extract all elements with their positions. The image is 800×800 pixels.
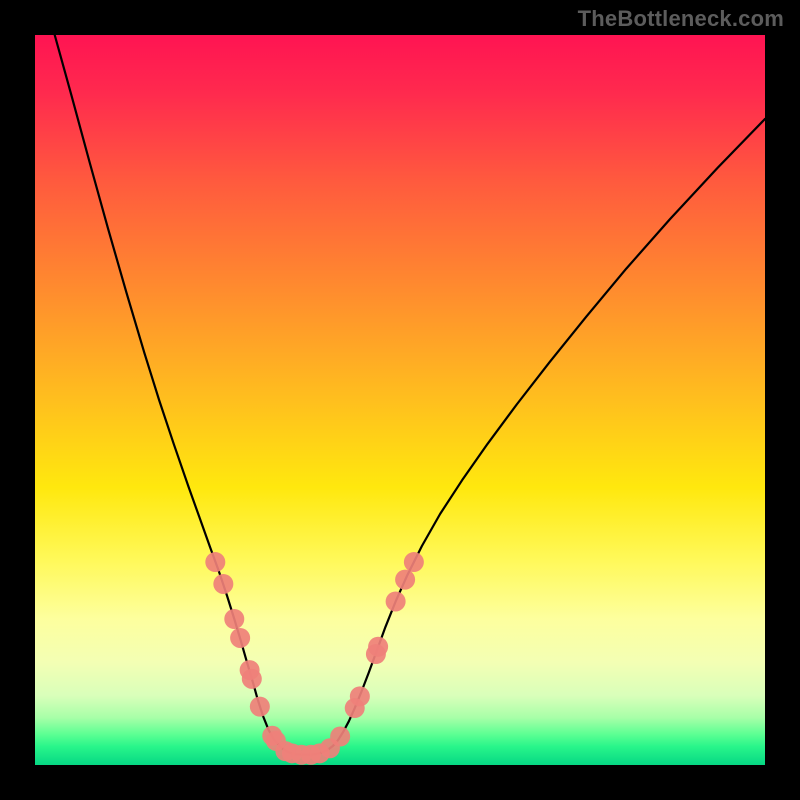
data-marker <box>230 628 250 648</box>
data-marker <box>205 552 225 572</box>
data-marker <box>224 609 244 629</box>
bottleneck-chart <box>35 35 765 765</box>
data-marker <box>350 686 370 706</box>
data-marker <box>330 727 350 747</box>
data-marker <box>213 574 233 594</box>
data-marker <box>242 669 262 689</box>
data-marker <box>395 570 415 590</box>
data-marker <box>250 697 270 717</box>
plot-area <box>35 35 765 765</box>
gradient-background <box>35 35 765 765</box>
chart-frame: TheBottleneck.com <box>0 0 800 800</box>
data-marker <box>386 591 406 611</box>
data-marker <box>404 552 424 572</box>
watermark-text: TheBottleneck.com <box>578 6 784 32</box>
data-marker <box>368 637 388 657</box>
